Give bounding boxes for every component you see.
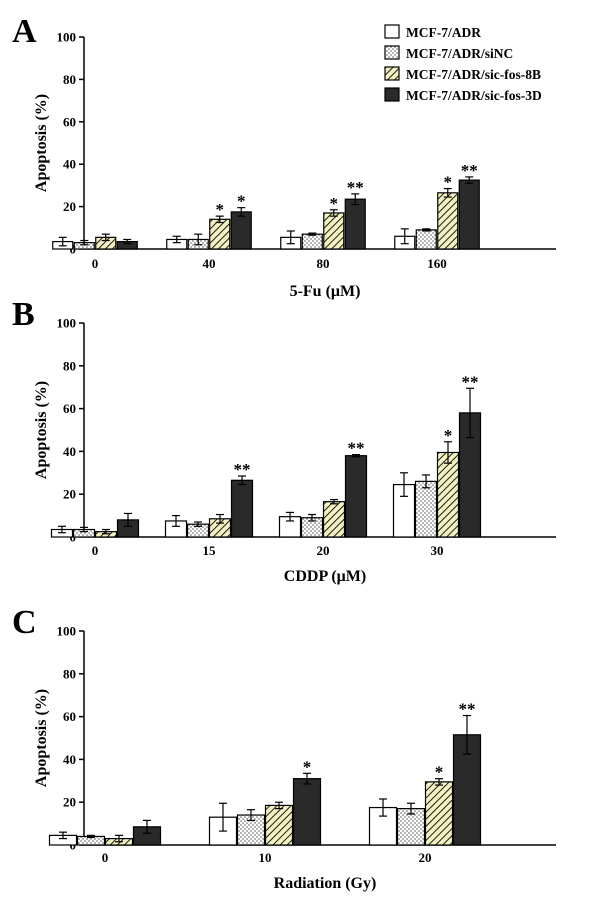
y-tick-label: 60 — [63, 709, 76, 724]
bar — [264, 804, 294, 846]
significance-mark: ** — [459, 700, 476, 719]
legend: MCF-7/ADR MCF-7/ADR/siNC MCF-7/ADR/sic-f… — [384, 24, 542, 103]
legend-label: MCF-7/ADR — [406, 25, 481, 40]
significance-mark: ** — [461, 161, 478, 180]
bar — [323, 212, 345, 250]
bar — [209, 218, 231, 250]
y-tick-label: 100 — [57, 624, 77, 639]
significance-mark: ** — [234, 460, 251, 479]
x-tick-label: 20 — [317, 543, 330, 558]
y-tick-label: 40 — [63, 752, 76, 767]
significance-mark: * — [237, 192, 246, 211]
x-tick-label: 0 — [92, 543, 99, 558]
significance-mark: * — [216, 200, 225, 219]
significance-mark: ** — [348, 439, 365, 458]
bar — [437, 192, 459, 250]
bar — [436, 451, 460, 538]
significance-mark: * — [330, 194, 339, 213]
bar — [292, 778, 322, 846]
bar — [344, 455, 368, 538]
x-tick-label: 0 — [92, 256, 99, 271]
significance-mark: * — [444, 173, 453, 192]
bar — [415, 229, 437, 250]
chart-C: 020406080100Apoptosis (%)Radiation (Gy)0… — [33, 624, 556, 892]
panel-label: A — [12, 13, 37, 50]
y-tick-label: 60 — [63, 114, 76, 129]
y-tick-label: 40 — [63, 157, 76, 172]
y-tick-label: 60 — [63, 401, 76, 416]
x-tick-label: 10 — [259, 850, 272, 865]
y-axis-title: Apoptosis (%) — [33, 689, 50, 787]
y-tick-label: 40 — [63, 444, 76, 459]
legend-item: MCF-7/ADR/sic-fos-3D — [384, 87, 542, 103]
significance-mark: ** — [462, 372, 479, 391]
y-axis-title: Apoptosis (%) — [33, 94, 50, 192]
x-axis-title: 5-Fu (μM) — [290, 283, 361, 300]
charts-layer: 020406080100Apoptosis (%)5-Fu (μM)040801… — [33, 30, 556, 892]
bar — [230, 211, 252, 250]
bar — [344, 198, 366, 250]
significance-mark: * — [444, 426, 453, 445]
chart-A: 020406080100Apoptosis (%)5-Fu (μM)040801… — [33, 30, 556, 300]
x-axis-title: CDDP (μM) — [284, 568, 366, 585]
legend-swatch-solid — [384, 87, 400, 102]
panel-B: B — [12, 296, 35, 333]
y-tick-label: 80 — [63, 72, 76, 87]
legend-item: MCF-7/ADR — [384, 24, 481, 40]
y-tick-label: 100 — [57, 316, 77, 331]
y-tick-label: 20 — [63, 795, 76, 810]
legend-item: MCF-7/ADR/sic-fos-8B — [384, 66, 541, 82]
bar — [236, 814, 266, 846]
panel-label: C — [12, 604, 37, 641]
bar — [414, 480, 438, 538]
panel-label: B — [12, 296, 35, 333]
y-tick-label: 80 — [63, 358, 76, 373]
legend-label: MCF-7/ADR/sic-fos-8B — [406, 67, 541, 82]
bar — [458, 179, 480, 250]
x-tick-label: 20 — [419, 850, 432, 865]
x-tick-label: 160 — [427, 256, 447, 271]
significance-mark: * — [303, 757, 312, 776]
legend-label: MCF-7/ADR/sic-fos-3D — [406, 88, 542, 103]
chart-B: 020406080100Apoptosis (%)CDDP (μM)015203… — [33, 316, 556, 585]
legend-item: MCF-7/ADR/siNC — [384, 45, 513, 61]
bar — [230, 479, 254, 538]
legend-label: MCF-7/ADR/siNC — [406, 46, 513, 61]
x-axis-title: Radiation (Gy) — [274, 875, 377, 892]
x-tick-label: 30 — [431, 543, 444, 558]
x-tick-label: 15 — [203, 543, 217, 558]
y-axis-title: Apoptosis (%) — [33, 381, 50, 479]
legend-swatch-hatch — [384, 66, 400, 81]
legend-swatch-dots — [384, 45, 400, 60]
bar — [396, 808, 426, 846]
x-tick-label: 0 — [102, 850, 109, 865]
bar — [322, 501, 346, 538]
panel-A: A — [12, 13, 37, 50]
legend-swatch-white — [384, 24, 400, 39]
significance-mark: * — [435, 763, 444, 782]
bar — [424, 781, 454, 846]
significance-mark: ** — [347, 178, 364, 197]
y-tick-label: 20 — [63, 199, 76, 214]
y-tick-label: 80 — [63, 666, 76, 681]
x-tick-label: 40 — [203, 256, 216, 271]
x-tick-label: 80 — [317, 256, 330, 271]
panel-C: C — [12, 604, 37, 641]
bar — [301, 233, 323, 250]
y-tick-label: 100 — [57, 30, 77, 45]
y-tick-label: 20 — [63, 487, 76, 502]
